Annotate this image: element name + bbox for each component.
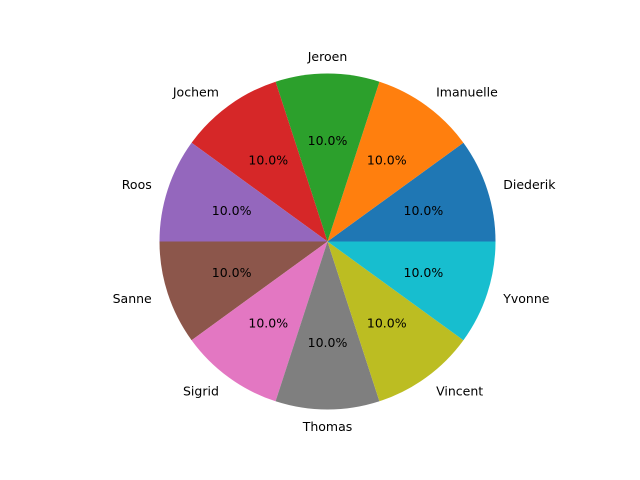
pie-category-label-imanuelle: Imanuelle <box>436 84 498 99</box>
pie-category-labels: Diederik Imanuelle Jeroen Jochem Roos Sanne Si… <box>113 49 557 434</box>
pie-slice-thomas <box>275 241 380 410</box>
pie-slice-roos <box>159 142 328 242</box>
pie-category-label-roos: Roos <box>122 177 152 192</box>
pie-category-label-sanne: Sanne <box>113 291 152 306</box>
pie-category-label-vincent: Vincent <box>436 384 483 399</box>
pie-percent-label-jeroen: 10.0% <box>308 133 348 148</box>
pie-category-label-jeroen: Jeroen <box>307 49 348 64</box>
pie-slice-diederik <box>327 142 496 242</box>
pie-percent-labels: 10.0% 10.0% 10.0% 10.0% 10.0% 10.0% 10.0% 10.0%… <box>212 133 444 350</box>
pie-percent-label-yvonne: 10.0% <box>404 265 444 280</box>
pie-slice-yvonne <box>327 241 496 341</box>
pie-category-label-diederik: Diederik <box>503 177 556 192</box>
pie-percent-label-roos: 10.0% <box>212 203 252 218</box>
pie-category-label-yvonne: Yvonne <box>502 291 550 306</box>
pie-slices <box>159 73 496 410</box>
pie-slice-sigrid <box>191 241 328 402</box>
pie-category-label-thomas: Thomas <box>302 419 353 434</box>
pie-percent-label-sanne: 10.0% <box>212 265 252 280</box>
pie-percent-label-vincent: 10.0% <box>367 316 407 331</box>
pie-slice-imanuelle <box>327 81 464 242</box>
pie-slice-sanne <box>159 241 328 341</box>
pie-category-label-sigrid: Sigrid <box>183 384 219 399</box>
pie-percent-label-jochem: 10.0% <box>248 152 288 167</box>
pie-slice-jeroen <box>275 73 380 242</box>
pie-percent-label-diederik: 10.0% <box>404 203 444 218</box>
pie-slice-vincent <box>327 241 464 402</box>
pie-percent-label-imanuelle: 10.0% <box>367 152 407 167</box>
pie-percent-label-sigrid: 10.0% <box>248 316 288 331</box>
pie-percent-label-thomas: 10.0% <box>308 335 348 350</box>
pie-slice-jochem <box>191 81 328 242</box>
pie-category-label-jochem: Jochem <box>172 84 219 99</box>
